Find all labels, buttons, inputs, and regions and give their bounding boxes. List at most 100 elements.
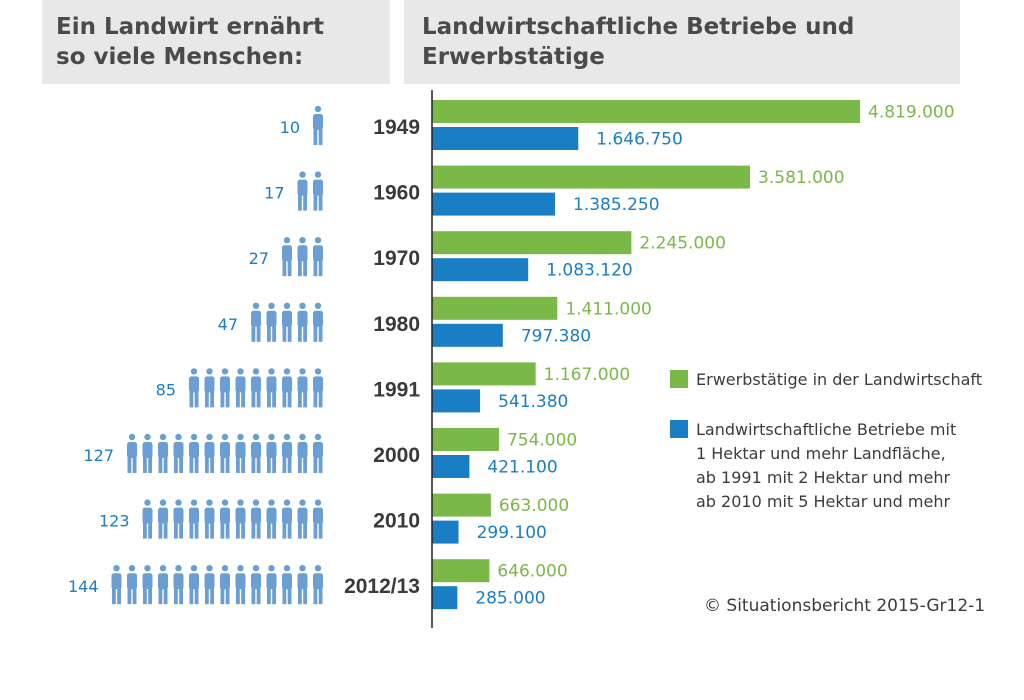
person-body [282, 376, 292, 393]
person-leg-right [256, 457, 261, 473]
person-head [221, 565, 229, 572]
person-head [144, 499, 151, 506]
person-leg-left [282, 588, 287, 605]
person-leg-right [256, 325, 261, 342]
bar-farms [432, 192, 556, 216]
person-head [314, 499, 322, 506]
person-body [220, 376, 230, 393]
person-leg-left [143, 457, 147, 473]
person-head [314, 105, 322, 113]
person-icon [313, 237, 323, 277]
person-body [142, 507, 153, 524]
person-leg-right [163, 522, 168, 539]
person-head [144, 565, 151, 572]
person-leg-right [163, 457, 168, 473]
person-icon [251, 302, 261, 342]
category-label: 1980 [373, 313, 420, 336]
label-workers: 646.000 [497, 562, 567, 582]
person-body [251, 442, 261, 458]
person-body [235, 573, 246, 590]
label-workers: 2.245.000 [639, 234, 726, 254]
person-leg-left [143, 588, 147, 605]
person-body [173, 507, 184, 524]
person-leg-left [205, 391, 209, 408]
person-body [220, 573, 230, 590]
bar-farms [432, 520, 459, 544]
people-fed-value: 10 [280, 118, 300, 137]
person-leg-left [298, 522, 302, 539]
person-leg-left [267, 522, 271, 539]
bar-group: 754.000 421.100 2000 127 [83, 428, 577, 478]
people-fed-title-line2: so viele Menschen: [56, 44, 304, 70]
person-head [314, 433, 322, 441]
person-icon [173, 565, 184, 605]
legend-item-farms: Landwirtschaftliche Betriebe mit 1 Hekta… [670, 418, 956, 514]
person-leg-right [132, 588, 137, 605]
person-body [282, 442, 292, 458]
person-head [206, 433, 213, 441]
person-head [206, 565, 213, 572]
person-icon [313, 433, 323, 473]
person-body [297, 507, 308, 524]
person-leg-left [313, 129, 318, 145]
person-leg-left [158, 457, 163, 473]
category-label: 1970 [373, 247, 420, 270]
person-icon [297, 433, 308, 473]
bar-workers [432, 231, 632, 255]
person-leg-left [251, 391, 256, 408]
people-fed-value: 85 [156, 380, 176, 399]
people-fed-title-line1: Ein Landwirt ernährt [56, 14, 325, 40]
label-workers: 3.581.000 [758, 168, 845, 188]
person-body [204, 376, 215, 393]
person-body [158, 442, 168, 458]
person-leg-left [267, 391, 271, 408]
person-leg-right [272, 522, 276, 539]
bar-farms [432, 455, 470, 478]
person-body [235, 442, 246, 458]
person-icon [220, 433, 230, 473]
person-body [266, 573, 277, 590]
person-icon [142, 565, 153, 605]
person-icon [282, 433, 292, 473]
legend-item-workers: Erwerbstätige in der Landwirtschaft [670, 368, 982, 392]
person-leg-right [179, 522, 183, 539]
person-leg-left [220, 391, 225, 408]
person-head [314, 171, 322, 178]
person-leg-left [236, 391, 240, 408]
person-leg-right [256, 522, 261, 539]
person-body [173, 442, 184, 458]
bar-farms [432, 127, 579, 150]
person-body [266, 442, 277, 458]
person-body [251, 573, 261, 590]
person-icon [313, 171, 323, 211]
person-icon [313, 105, 323, 145]
label-farms: 299.100 [477, 523, 547, 543]
person-head [299, 565, 306, 572]
person-icon [282, 565, 292, 605]
person-leg-right [303, 457, 307, 473]
person-icon [220, 499, 230, 539]
person-icon [297, 302, 308, 342]
person-body [313, 573, 323, 590]
person-head [221, 499, 229, 506]
person-icon [189, 499, 199, 539]
person-leg-right [179, 588, 183, 605]
person-body [313, 245, 323, 262]
bar-workers [432, 100, 860, 123]
person-leg-left [298, 391, 302, 408]
person-leg-right [303, 588, 307, 605]
person-head [283, 368, 291, 375]
person-head [283, 433, 291, 441]
person-head [299, 499, 306, 506]
person-leg-right [117, 588, 121, 605]
person-leg-right [194, 522, 199, 539]
person-leg-left [112, 588, 116, 605]
person-head [237, 565, 244, 572]
person-body [235, 376, 246, 393]
person-leg-left [236, 457, 240, 473]
person-leg-left [298, 588, 302, 605]
person-leg-left [313, 457, 318, 473]
person-leg-right [225, 588, 230, 605]
person-leg-right [318, 260, 323, 277]
person-head [268, 565, 275, 572]
